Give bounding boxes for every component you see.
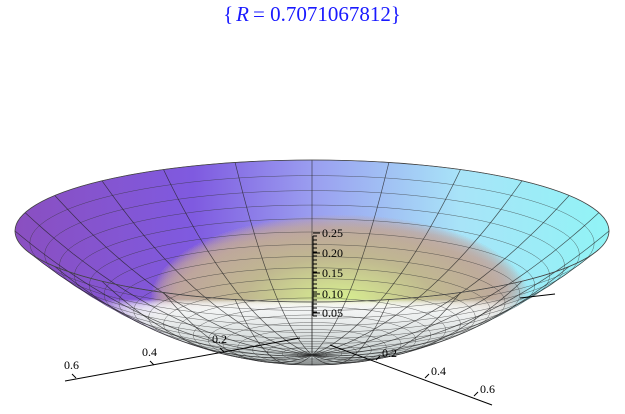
x-axis [64, 337, 301, 382]
mesh-radial [311, 212, 600, 356]
mesh-radial [163, 169, 313, 356]
y-tick [473, 391, 479, 397]
mesh-radial [311, 230, 610, 356]
mesh-radial [311, 195, 570, 356]
surface [14, 159, 610, 366]
x-tick-label: 0.2 [212, 332, 227, 346]
z-tick-label: 0.05 [322, 306, 343, 320]
axes [64, 232, 556, 406]
y-tick-label: 0.6 [480, 382, 495, 396]
mesh-radial [311, 266, 570, 358]
mesh-radial [311, 299, 390, 365]
axis-stub [519, 293, 556, 299]
y-tick-label: 0.4 [431, 364, 446, 378]
title: {R = 0.7071067812} [223, 2, 401, 26]
z-tick-label: 0.10 [322, 287, 343, 301]
x-tick [219, 347, 225, 353]
x-tick-label: 0.6 [64, 358, 79, 372]
y-axis [329, 344, 493, 406]
mesh-radial [24, 212, 313, 356]
mesh-radial [311, 169, 461, 356]
z-tick-label: 0.15 [322, 266, 343, 280]
x-tick-label: 0.4 [142, 345, 157, 359]
mesh-radial [24, 249, 313, 357]
mesh-radial [234, 299, 313, 365]
mesh-radial [14, 230, 313, 356]
mesh-radial [234, 162, 313, 356]
x-tick [71, 373, 77, 379]
y-tick [424, 373, 430, 379]
mesh-radial [311, 162, 390, 356]
mesh-radial [311, 280, 523, 361]
mesh-radial [101, 180, 313, 356]
mesh-radial [54, 266, 313, 358]
x-tick [149, 360, 155, 366]
y-tick-label: 0.2 [382, 346, 397, 360]
mesh-radial [311, 180, 523, 356]
mesh-radial [54, 195, 313, 356]
mesh-radial [311, 292, 461, 363]
y-tick [375, 355, 381, 361]
z-tick-label: 0.25 [322, 226, 343, 240]
z-tick-label: 0.20 [322, 246, 343, 260]
mesh-radial [311, 249, 600, 357]
rim [14, 159, 610, 303]
